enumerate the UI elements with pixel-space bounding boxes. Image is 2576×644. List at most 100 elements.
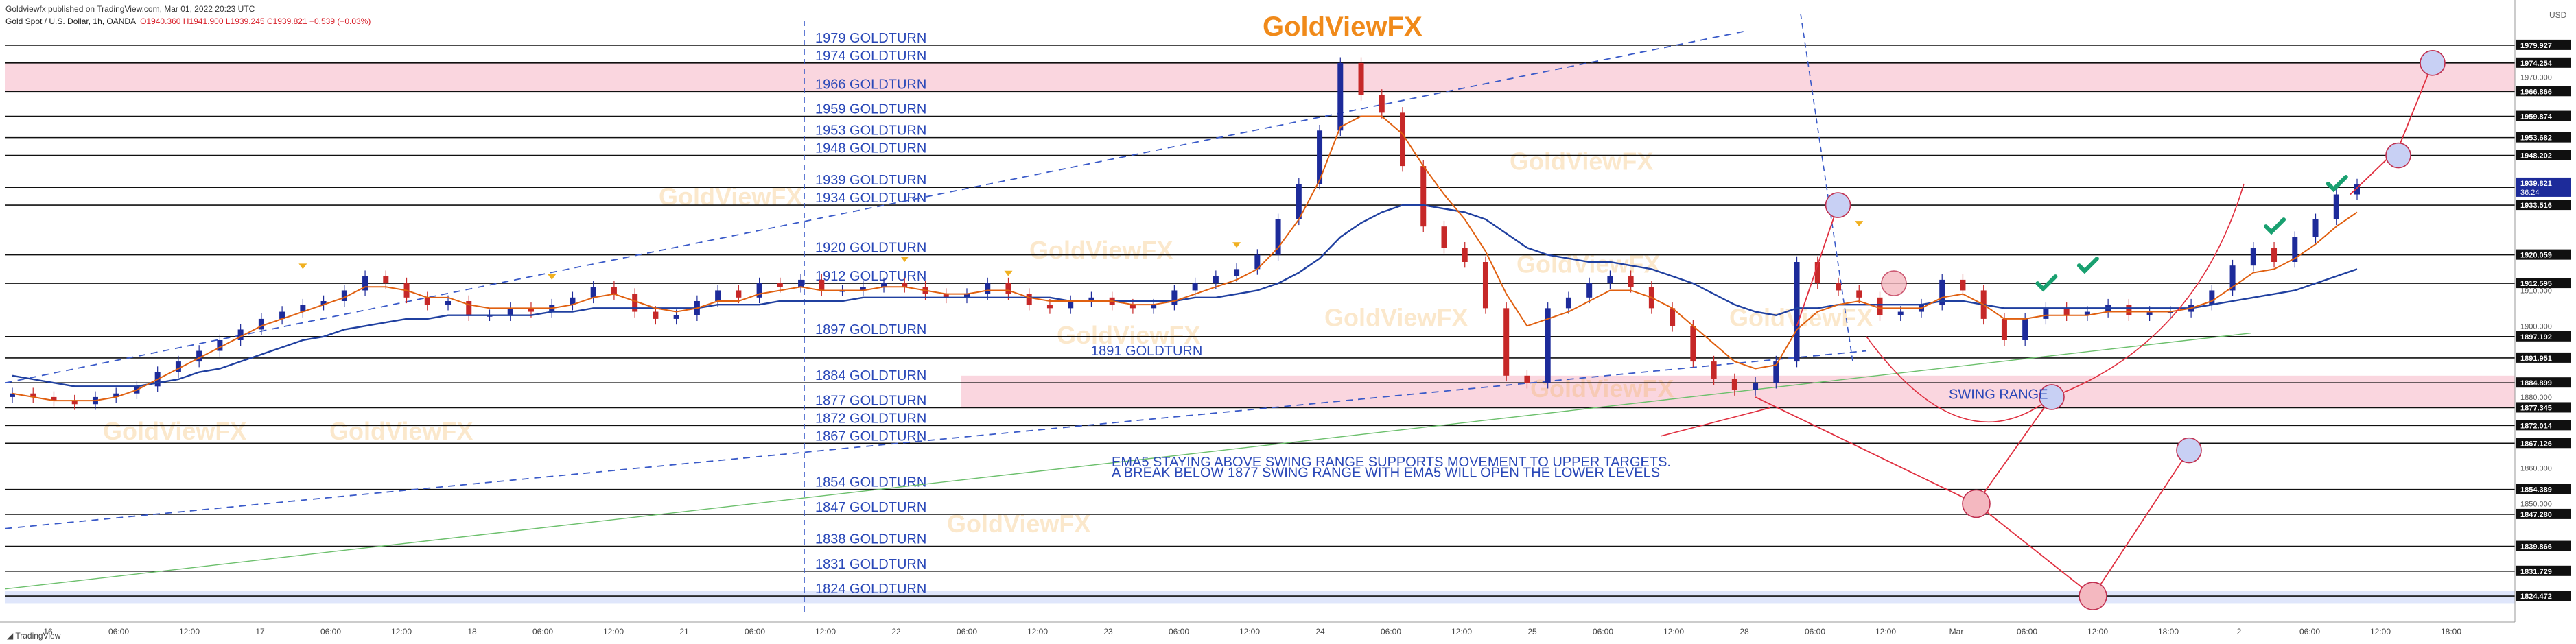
- downside-target-circle: [1962, 489, 1991, 518]
- pivot-marker: [1855, 221, 1864, 227]
- publisher-line: Goldviewfx published on TradingView.com,…: [5, 4, 255, 14]
- candle-up: [362, 276, 368, 291]
- candle-up: [1151, 305, 1157, 309]
- goldturn-label: 1824 GOLDTURN: [815, 582, 926, 597]
- candle-down: [466, 301, 472, 315]
- check-mark: [2076, 257, 2099, 274]
- candle-down: [632, 294, 638, 312]
- time-tick: 12:00: [1027, 627, 1048, 636]
- candle-up: [963, 294, 970, 298]
- level-price-tag-text: 1877.345: [2520, 404, 2552, 412]
- time-tick: Mar: [1949, 627, 1964, 636]
- level-price-tag-text: 1897.192: [2520, 333, 2552, 342]
- candle-up: [1234, 269, 1240, 276]
- price-tick: 1970.000: [2520, 74, 2552, 82]
- candle-down: [1711, 361, 1717, 379]
- current-price-countdown: 36:24: [2520, 189, 2540, 197]
- level-price-tag: [2516, 278, 2571, 289]
- goldturn-label: 1831 GOLDTURN: [815, 557, 926, 572]
- candle-up: [1068, 301, 1074, 309]
- candle-up: [507, 308, 513, 315]
- time-tick: 12:00: [1663, 627, 1684, 636]
- candle-down: [1046, 305, 1053, 309]
- supply-demand-zone: [5, 62, 2515, 92]
- level-price-tag: [2516, 150, 2571, 160]
- level-price-tag-text: 1974.254: [2520, 60, 2553, 68]
- level-price-tag: [2516, 438, 2571, 449]
- pivot-marker: [1232, 242, 1241, 248]
- upside-target-circle: [1825, 192, 1851, 218]
- level-price-tag-text: 1839.866: [2520, 543, 2552, 551]
- pivot-marker: [298, 263, 307, 270]
- candle-up: [2022, 318, 2028, 340]
- level-price-tag: [2516, 132, 2571, 143]
- candle-up: [341, 290, 347, 301]
- time-tick: 18:00: [2158, 627, 2179, 636]
- annotation-line-2: A BREAK BELOW 1877 SWING RANGE WITH EMA5…: [1112, 466, 1660, 481]
- ema5-line: [12, 115, 2358, 402]
- goldturn-label: 1877 GOLDTURN: [815, 393, 926, 408]
- footer-brand: TradingView: [15, 631, 61, 641]
- chart-title: GoldViewFX: [1263, 12, 1422, 42]
- price-axis-bg: [2515, 0, 2576, 644]
- swing-range-label: SWING RANGE: [1949, 387, 2048, 403]
- candle-down: [1005, 283, 1011, 294]
- level-price-tag: [2516, 420, 2571, 431]
- candle-down: [424, 297, 430, 305]
- candle-up: [570, 297, 576, 305]
- candle-down: [611, 287, 617, 294]
- long-ema-green: [5, 332, 2251, 590]
- time-tick: 12:00: [1239, 627, 1260, 636]
- goldviewfx-watermark: GoldViewFX: [1324, 303, 1468, 331]
- lower-band: [5, 591, 2515, 604]
- candle-up: [985, 283, 991, 294]
- candle-up: [2354, 184, 2360, 195]
- candle-up: [1088, 297, 1094, 301]
- candle-up: [175, 361, 181, 372]
- time-tick: 06:00: [745, 627, 765, 636]
- candle-up: [2292, 237, 2298, 262]
- candle-up: [715, 290, 721, 301]
- time-tick: 06:00: [532, 627, 553, 636]
- time-tick: 06:00: [1593, 627, 1613, 636]
- level-price-tag-text: 1824.472: [2520, 593, 2552, 601]
- goldturn-label: 1847 GOLDTURN: [815, 500, 926, 515]
- upside-projection: [1796, 204, 1839, 326]
- time-tick: 06:00: [957, 627, 977, 636]
- candle-up: [1939, 279, 1945, 305]
- time-tick: 12:00: [1451, 627, 1472, 636]
- tradingview-footer: ◢ TradingView: [7, 631, 60, 641]
- current-price-tag: [2516, 177, 2571, 197]
- downside-projection: [1976, 396, 2052, 504]
- ema-slow-line: [12, 204, 2358, 387]
- goldviewfx-watermark: GoldViewFX: [1530, 374, 1674, 403]
- candle-up: [673, 315, 679, 319]
- candle-down: [1814, 262, 1820, 284]
- candle-up: [196, 350, 202, 362]
- candle-down: [1420, 166, 1427, 227]
- candle-down: [1379, 95, 1385, 113]
- candle-up: [445, 301, 452, 305]
- candle-up: [113, 393, 119, 397]
- candle-down: [2126, 305, 2132, 315]
- candle-down: [736, 290, 742, 298]
- level-price-tag: [2516, 508, 2571, 519]
- candle-up: [320, 301, 327, 305]
- candle-down: [2063, 308, 2070, 315]
- candle-up: [1794, 262, 1800, 362]
- time-tick: 12:00: [2370, 627, 2391, 636]
- level-price-tag-text: 1854.389: [2520, 486, 2552, 494]
- symbol-label: Gold Spot / U.S. Dollar, 1h, OANDA: [5, 16, 137, 26]
- tradingview-logo-icon: ◢: [7, 631, 14, 641]
- candle-up: [300, 305, 306, 312]
- goldturn-levels: 1979 GOLDTURN 1974 GOLDTURN 1966 GOLDTURN 1…: [5, 31, 2515, 597]
- level-price-tag: [2516, 331, 2571, 342]
- candle-down: [383, 276, 389, 284]
- candle-down: [1690, 326, 1696, 362]
- goldturn-label: 1979 GOLDTURN: [815, 31, 926, 46]
- time-tick: 12:00: [179, 627, 200, 636]
- level-price-tag: [2516, 110, 2571, 121]
- level-price-tag: [2516, 57, 2571, 68]
- goldturn-label: 1897 GOLDTURN: [815, 322, 926, 337]
